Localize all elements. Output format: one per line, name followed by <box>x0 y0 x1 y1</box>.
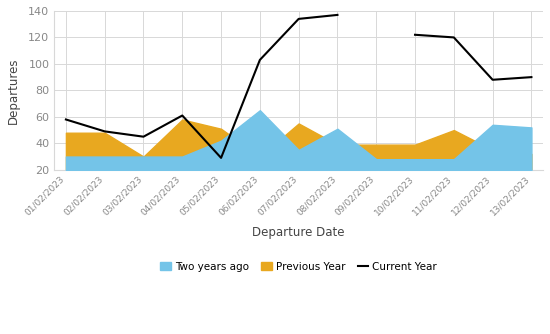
Legend: Two years ago, Previous Year, Current Year: Two years ago, Previous Year, Current Ye… <box>156 258 441 276</box>
Y-axis label: Departures: Departures <box>7 57 20 124</box>
X-axis label: Departure Date: Departure Date <box>252 226 345 239</box>
